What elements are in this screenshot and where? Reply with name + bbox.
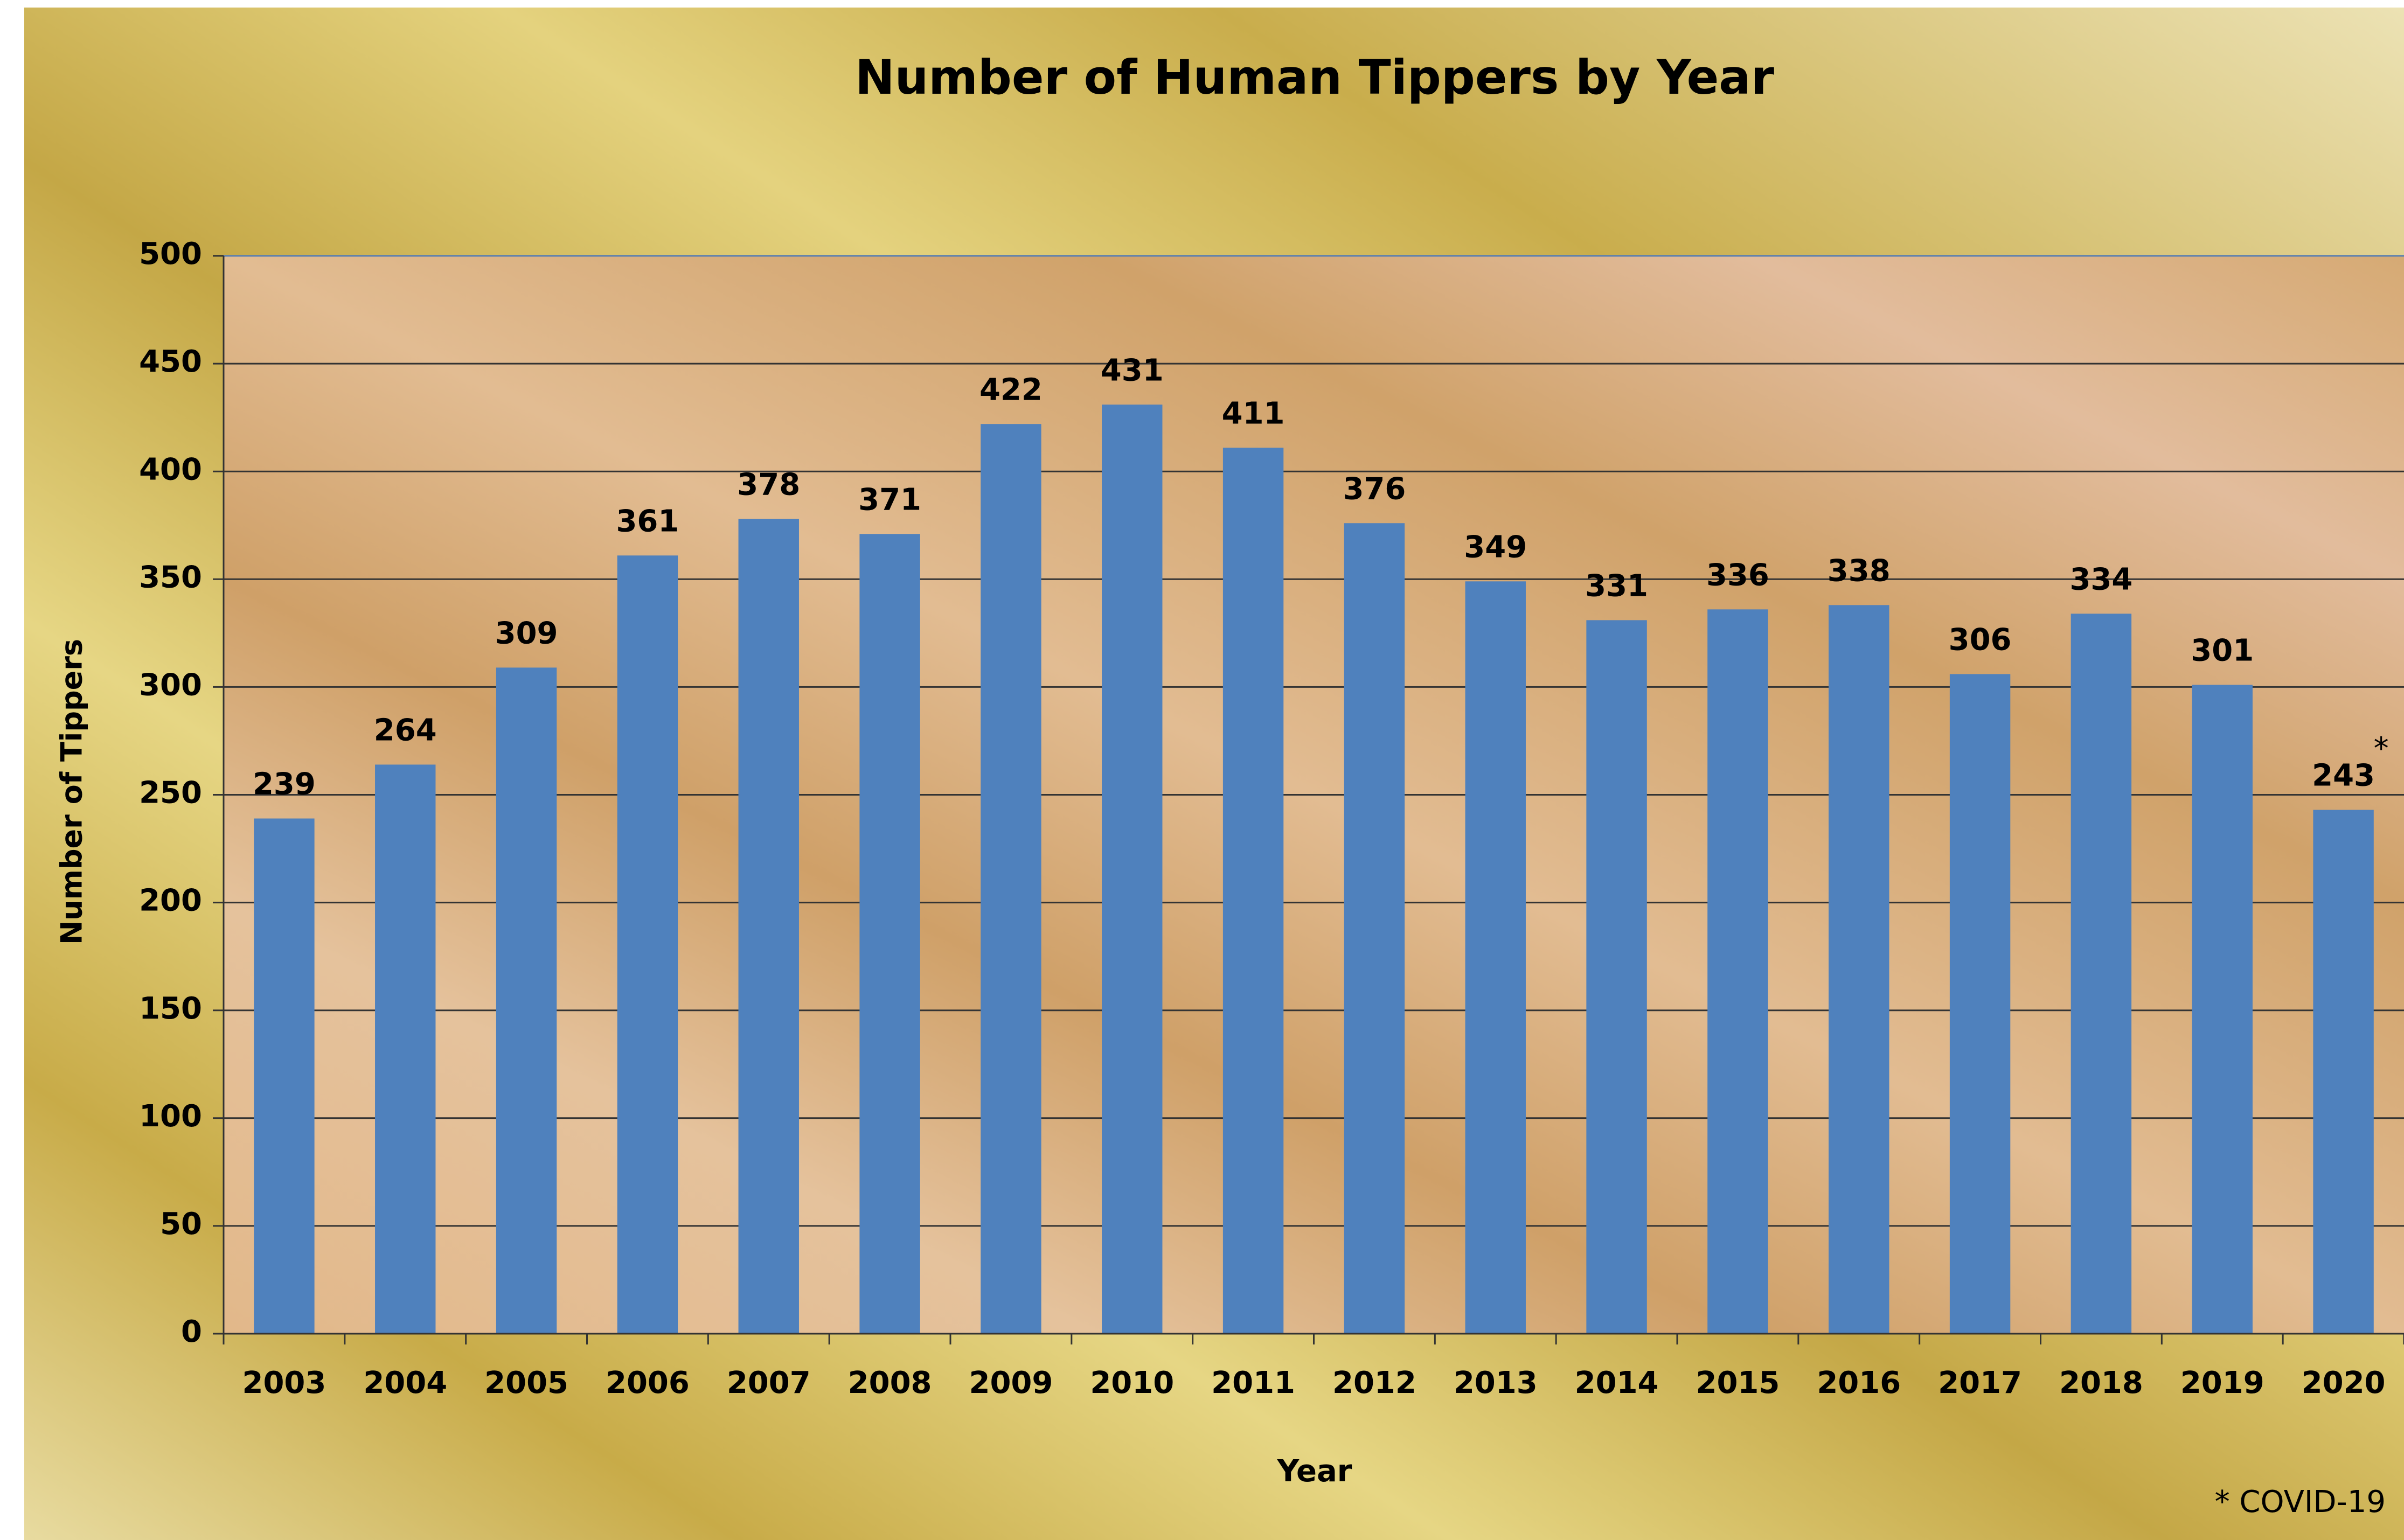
y-tick-label: 500 [139, 236, 202, 271]
y-tick-label: 300 [139, 668, 202, 703]
x-tick-label: 2010 [1090, 1365, 1174, 1400]
bar [859, 534, 920, 1334]
bar [738, 519, 799, 1334]
y-tick-label: 100 [139, 1099, 202, 1134]
x-tick-label: 2018 [2059, 1365, 2143, 1400]
y-tick-label: 400 [139, 452, 202, 487]
x-tick-label: 2015 [1696, 1365, 1780, 1400]
bar [1465, 581, 1526, 1334]
bar [254, 818, 315, 1334]
bar [375, 764, 436, 1334]
y-tick-label: 250 [139, 776, 202, 811]
y-tick-label: 450 [139, 344, 202, 379]
y-tick-label: 200 [139, 883, 202, 918]
y-axis-label: Number of Tippers [55, 639, 89, 945]
data-label: 376 [1343, 471, 1406, 506]
bar [1344, 523, 1405, 1334]
footnote: * COVID-19 [2215, 1485, 2386, 1520]
annotation-marker: * [2374, 731, 2389, 766]
y-tick-label: 350 [139, 560, 202, 595]
x-tick-label: 2020 [2302, 1365, 2386, 1400]
x-tick-label: 2011 [1211, 1365, 1295, 1400]
y-tick-label: 0 [181, 1314, 202, 1349]
bar [1222, 448, 1284, 1334]
data-label: 306 [1949, 623, 2012, 658]
x-tick-label: 2006 [606, 1365, 690, 1400]
bar [617, 555, 678, 1334]
x-tick-label: 2008 [848, 1365, 932, 1400]
bar [1829, 605, 1889, 1334]
data-label: 378 [737, 467, 800, 502]
x-tick-label: 2016 [1817, 1365, 1901, 1400]
data-label: 361 [616, 504, 679, 539]
x-tick-label: 2005 [484, 1365, 568, 1400]
y-tick-label: 150 [139, 991, 202, 1026]
x-tick-label: 2007 [727, 1365, 811, 1400]
data-label: 243 [2312, 758, 2375, 793]
x-axis-label: Year [1277, 1454, 1352, 1489]
bar [981, 424, 1041, 1334]
x-tick-label: 2003 [242, 1365, 326, 1400]
data-label: 349 [1464, 529, 1527, 565]
bar [1586, 620, 1647, 1334]
x-tick-label: 2012 [1332, 1365, 1416, 1400]
bar [496, 667, 557, 1334]
x-tick-label: 2019 [2180, 1365, 2264, 1400]
data-label: 264 [374, 713, 437, 748]
x-tick-label: 2014 [1575, 1365, 1659, 1400]
chart-title: Number of Human Tippers by Year [855, 50, 1775, 105]
data-label: 301 [2191, 633, 2254, 668]
bar [1102, 405, 1163, 1334]
x-tick-label: 2004 [363, 1365, 447, 1400]
data-label: 239 [253, 767, 316, 802]
x-tick-label: 2009 [969, 1365, 1053, 1400]
y-tick-label: 50 [160, 1207, 202, 1242]
bar [1949, 674, 2011, 1334]
data-label: 431 [1101, 353, 1164, 388]
data-label: 411 [1222, 396, 1285, 431]
data-label: 309 [495, 616, 558, 651]
x-tick-label: 2017 [1938, 1365, 2022, 1400]
bar [2313, 810, 2374, 1334]
data-label: 336 [1706, 558, 1769, 593]
bar [2192, 685, 2253, 1334]
data-label: 371 [858, 482, 921, 517]
bar [1707, 609, 1768, 1334]
data-label: 334 [2069, 562, 2132, 597]
data-label: 338 [1828, 553, 1891, 588]
bar [2071, 614, 2132, 1334]
x-tick-label: 2013 [1454, 1365, 1538, 1400]
data-label: 422 [979, 372, 1043, 407]
data-label: 331 [1585, 568, 1648, 603]
